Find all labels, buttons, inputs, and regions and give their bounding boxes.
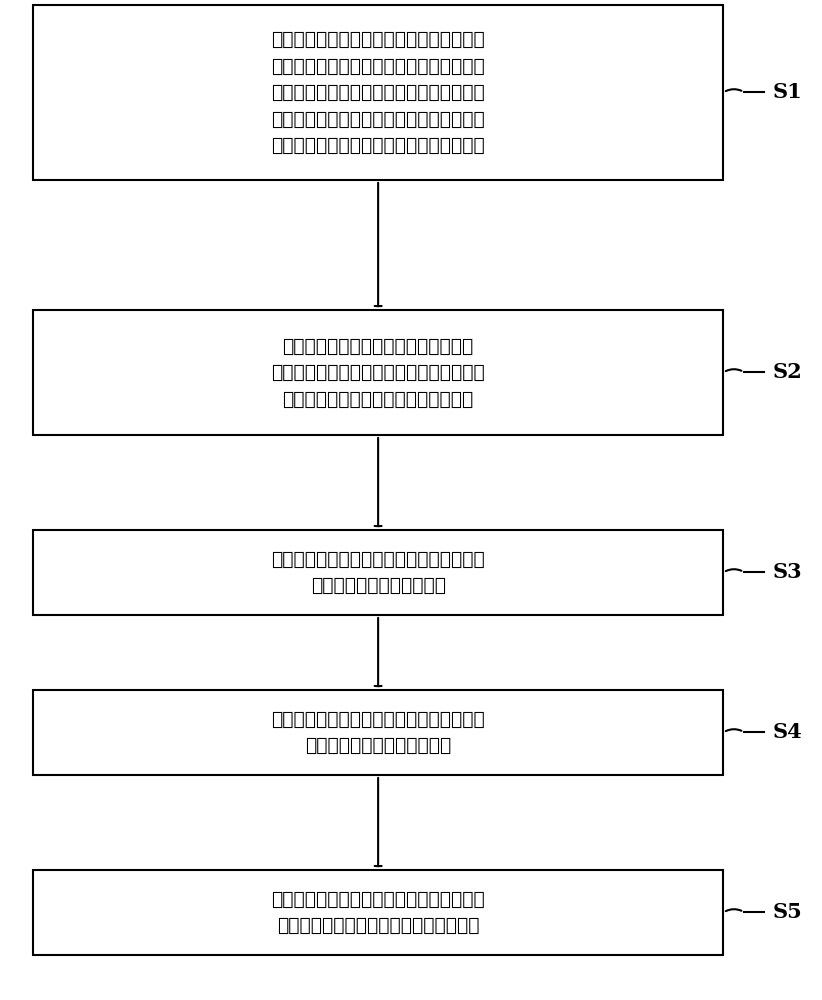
Text: S4: S4 <box>773 722 802 742</box>
FancyBboxPatch shape <box>33 310 723 435</box>
FancyBboxPatch shape <box>33 690 723 775</box>
Text: 确定各振动测量曲线和噪声测量曲线中试验
恢复阶段首个峰值对应的时刻: 确定各振动测量曲线和噪声测量曲线中试验 恢复阶段首个峰值对应的时刻 <box>271 710 485 755</box>
Text: 对试验件进行自由射流试验，控制器发
出时统指令，上述与控制器连接的测量系统
接收该指令并根据该指令确定时统零点: 对试验件进行自由射流试验，控制器发 出时统指令，上述与控制器连接的测量系统 接收… <box>271 336 485 408</box>
Text: 获取各振动测量系统的振动测量曲线、各噪
声测量系统的噪声测量曲线: 获取各振动测量系统的振动测量曲线、各噪 声测量系统的噪声测量曲线 <box>271 550 485 595</box>
Text: S3: S3 <box>773 562 802 582</box>
FancyBboxPatch shape <box>33 530 723 615</box>
Text: 根据上述各测量曲线试验恢复阶段首个峰值
对应的时刻对上述测量系统进行时间同步: 根据上述各测量曲线试验恢复阶段首个峰值 对应的时刻对上述测量系统进行时间同步 <box>271 890 485 935</box>
Text: S5: S5 <box>773 902 802 922</box>
Text: S1: S1 <box>773 82 802 102</box>
FancyBboxPatch shape <box>33 5 723 180</box>
FancyBboxPatch shape <box>33 870 723 955</box>
Text: 在试验件中布置多个振动传感器和多个噪声
传感器，每个振动传感器连接至一个振动测
量系统，每个噪声传感器连接至一个噪声测
量系统，从多个振动测量系统和多个噪声测
: 在试验件中布置多个振动传感器和多个噪声 传感器，每个振动传感器连接至一个振动测 … <box>271 30 485 155</box>
Text: S2: S2 <box>773 362 802 382</box>
